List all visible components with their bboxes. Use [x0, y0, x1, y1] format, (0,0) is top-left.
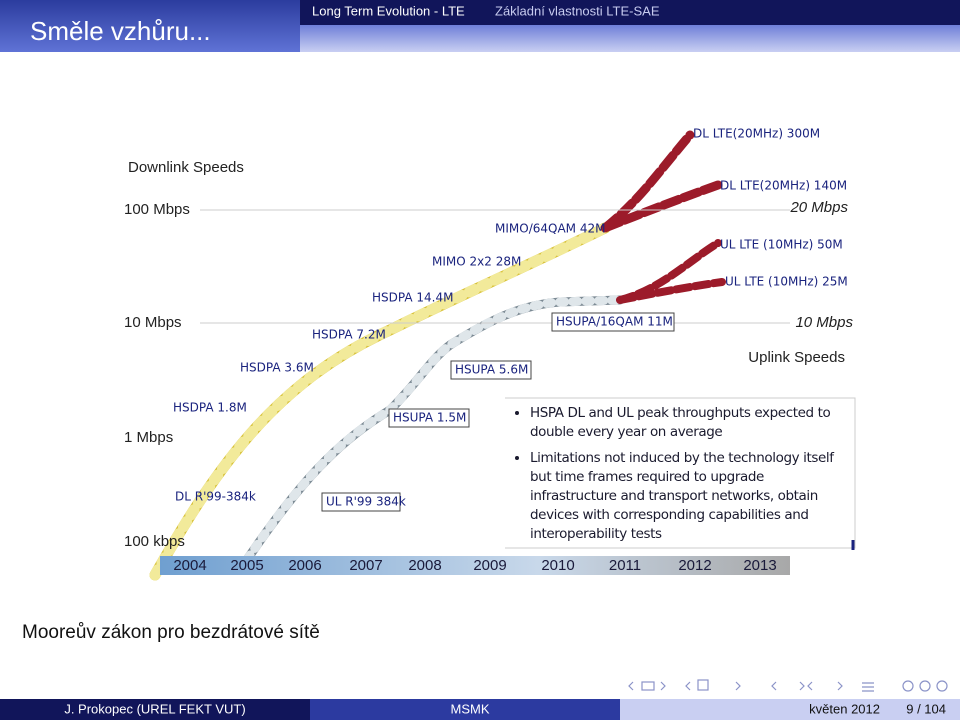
year-label: 2006	[288, 557, 321, 574]
footer-course: MSMK	[451, 701, 490, 716]
tech-label: UL LTE (10MHz) 25M	[725, 275, 848, 289]
tech-label: MIMO/64QAM 42M	[495, 222, 605, 236]
footer-date: květen 2012	[809, 701, 880, 716]
year-label: 2008	[408, 557, 441, 574]
footer-right	[620, 699, 960, 720]
nav-item[interactable]: Long Term Evolution - LTE	[312, 3, 465, 18]
footer-page: 9 / 104	[906, 701, 946, 716]
axis-title: Downlink Speeds	[128, 159, 244, 176]
tech-label: HSDPA 1.8M	[173, 401, 247, 415]
tech-label: HSDPA 3.6M	[240, 361, 314, 375]
axis-tick-label: 100 kbps	[124, 533, 185, 550]
bullet: HSPA DL and UL peak throughputs expected…	[530, 404, 845, 442]
axis-title: Uplink Speeds	[748, 349, 845, 366]
tech-label: HSDPA 14.4M	[372, 291, 453, 305]
header-title: Směle vzhůru...	[30, 16, 211, 46]
year-label: 2011	[609, 557, 641, 574]
tech-label: UL R'99 384k	[326, 495, 406, 509]
tech-label: HSUPA 5.6M	[455, 363, 528, 377]
tech-label: UL LTE (10MHz) 50M	[720, 238, 843, 252]
header-left	[0, 0, 300, 52]
tech-label: DL LTE(20MHz) 300M	[693, 127, 820, 141]
bullets: HSPA DL and UL peak throughputs expected…	[510, 404, 845, 551]
tech-label: HSDPA 7.2M	[312, 328, 386, 342]
tech-label: HSUPA 1.5M	[393, 411, 466, 425]
year-label: 2004	[173, 557, 206, 574]
year-label: 2012	[678, 557, 711, 574]
tech-label: DL LTE(20MHz) 140M	[720, 179, 847, 193]
year-label: 2013	[743, 557, 776, 574]
footer-mid	[310, 699, 620, 720]
year-label: 2009	[473, 557, 506, 574]
axis-tick-label: 20 Mbps	[789, 199, 848, 216]
bullets-box	[505, 397, 856, 549]
nav-item[interactable]: Základní vlastnosti LTE-SAE	[495, 3, 660, 18]
tech-label: MIMO 2x2 28M	[432, 255, 521, 269]
axis-tick-label: 10 Mbps	[795, 314, 853, 331]
year-label: 2010	[541, 557, 574, 574]
year-label: 2005	[230, 557, 263, 574]
bullet: Limitations not induced by the technolog…	[530, 449, 845, 544]
tech-label: DL R'99-384k	[175, 490, 256, 504]
header-strip	[300, 25, 960, 52]
ropes	[149, 130, 726, 581]
footer-left	[0, 699, 310, 720]
axis-tick-label: 1 Mbps	[124, 429, 173, 446]
nav-symbols[interactable]	[628, 679, 948, 692]
footer-author: J. Prokopec (UREL FEKT VUT)	[64, 701, 245, 716]
label-boxes	[321, 312, 675, 512]
year-label: 2007	[349, 557, 382, 574]
tech-label: HSUPA/16QAM 11M	[556, 315, 673, 329]
axis-tick-label: 100 Mbps	[124, 201, 190, 218]
header-nav	[300, 0, 960, 25]
caption: Mooreův zákon pro bezdrátové sítě	[22, 622, 320, 643]
axis-tick-label: 10 Mbps	[124, 314, 182, 331]
years-bar	[160, 556, 790, 575]
